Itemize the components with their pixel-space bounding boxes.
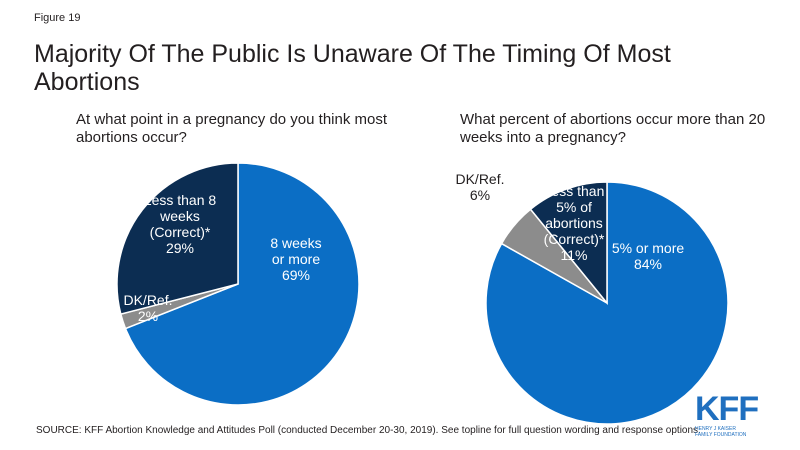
pie-1-slice-2-label: DK/Ref. 2% bbox=[123, 292, 172, 324]
kff-logo-sub2: FAMILY FOUNDATION bbox=[695, 432, 747, 438]
pie-1-slice-3 bbox=[116, 162, 239, 316]
source-note: SOURCE: KFF Abortion Knowledge and Attit… bbox=[36, 425, 701, 436]
page-title: Majority Of The Public Is Unaware Of The… bbox=[34, 40, 671, 96]
figure-label: Figure 19 bbox=[34, 12, 81, 24]
pie-2-question: What percent of abortions occur more tha… bbox=[460, 111, 766, 146]
pie-1-slice-1 bbox=[124, 162, 360, 406]
pie-1-slice-1-label: 8 weeks or more 69% bbox=[270, 235, 321, 283]
pie-1-question: At what point in a pregnancy do you thin… bbox=[76, 111, 388, 146]
pie-2-slice-1 bbox=[485, 181, 729, 425]
pie-1-slice-3-label: Less than 8 weeks (Correct)* 29% bbox=[144, 192, 217, 256]
kff-logo: KFF HENRY J KAISER FAMILY FOUNDATION bbox=[695, 392, 775, 438]
kff-logo-sub1: HENRY J KAISER bbox=[695, 426, 736, 432]
pie-2-slice-1-label: 5% or more 84% bbox=[612, 240, 685, 272]
pie-2-slice-3 bbox=[529, 181, 608, 306]
pie-2-slice-2-label: DK/Ref. 6% bbox=[455, 171, 504, 203]
kff-logo-text: KFF bbox=[695, 390, 759, 428]
pie-2-slice-3-label: Less than 5% of abortions (Correct)* 11% bbox=[544, 183, 605, 263]
